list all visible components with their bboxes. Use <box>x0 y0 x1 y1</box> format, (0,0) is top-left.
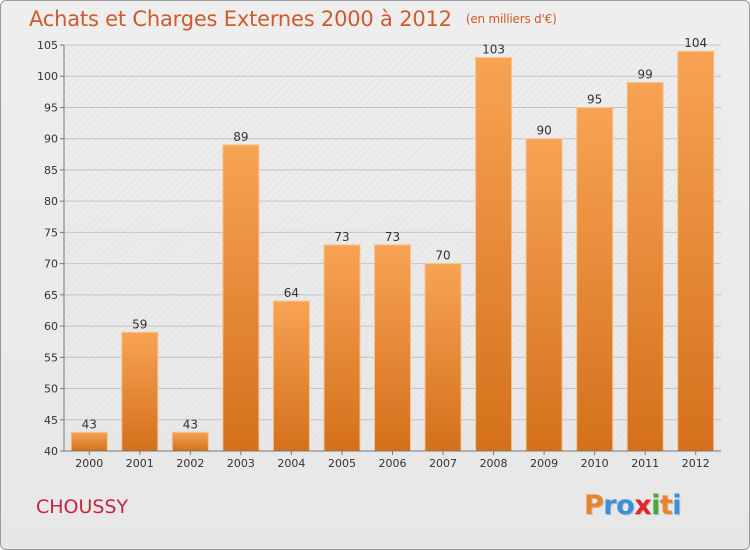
bar <box>626 82 664 452</box>
logo-letter: i <box>651 490 660 521</box>
y-tick-label: 100 <box>37 70 58 83</box>
proxiti-logo: Proxiti <box>584 490 682 521</box>
bar <box>374 244 411 452</box>
y-tick-label: 75 <box>44 226 58 239</box>
x-tick-label: 2010 <box>581 457 609 470</box>
bars <box>70 50 715 452</box>
y-tick-label: 40 <box>44 445 58 458</box>
y-tick-label: 80 <box>44 195 58 208</box>
x-axis: 2000 2001 2002 2003 2004 2005 2006 2007 2008 2009… <box>75 451 710 470</box>
logo-letter: i <box>672 490 682 521</box>
y-tick-label: 70 <box>44 258 58 271</box>
y-tick-label: 85 <box>44 164 58 177</box>
data-label: 73 <box>334 230 349 244</box>
chart-unit: (en milliers d'€) <box>465 12 557 26</box>
y-tick-label: 95 <box>44 101 58 114</box>
x-tick-label: 2007 <box>429 457 457 470</box>
data-labels: 43 59 43 89 64 73 73 70 103 90 95 99 104 <box>82 36 708 431</box>
y-tick-label: 60 <box>44 320 58 333</box>
data-label: 99 <box>638 67 653 81</box>
x-tick-label: 2012 <box>682 457 710 470</box>
x-tick-label: 2008 <box>480 457 508 470</box>
logo-letter: x <box>634 490 652 521</box>
bar <box>171 431 209 452</box>
data-label: 73 <box>385 230 400 244</box>
data-label: 70 <box>435 249 450 263</box>
y-axis: 40 45 50 55 60 65 70 75 80 85 90 95 100 105 <box>37 39 721 458</box>
y-tick-label: 90 <box>44 133 58 146</box>
bar <box>272 300 310 452</box>
y-tick-label: 50 <box>44 383 58 396</box>
y-tick-label: 65 <box>44 289 58 302</box>
x-tick-label: 2009 <box>530 457 558 470</box>
logo-letter: P <box>584 490 604 521</box>
y-tick-label: 55 <box>44 351 58 364</box>
city-name: CHOUSSY <box>36 496 129 518</box>
x-tick-label: 2003 <box>227 457 255 470</box>
data-label: 104 <box>684 36 707 50</box>
y-tick-label: 45 <box>44 414 58 427</box>
bar <box>576 107 614 452</box>
bar <box>323 244 361 452</box>
x-tick-label: 2004 <box>277 457 305 470</box>
chart-title-text: Achats et Charges Externes 2000 à 2012 <box>29 7 452 31</box>
y-tick-label: 105 <box>37 39 58 52</box>
data-label: 89 <box>233 130 248 144</box>
data-label: 103 <box>482 42 505 56</box>
x-tick-label: 2000 <box>75 457 103 470</box>
chart-title: Achats et Charges Externes 2000 à 2012 (e… <box>29 7 557 31</box>
bar <box>222 144 260 452</box>
x-tick-label: 2001 <box>126 457 154 470</box>
data-label: 43 <box>82 417 97 431</box>
bar <box>475 57 513 452</box>
x-tick-label: 2005 <box>328 457 356 470</box>
logo-letter: r <box>603 490 617 521</box>
logo-letter: o <box>616 490 635 521</box>
data-label: 59 <box>132 317 147 331</box>
bar <box>525 138 563 452</box>
logo-letter: t <box>659 490 673 521</box>
data-label: 95 <box>587 92 602 106</box>
x-tick-label: 2011 <box>631 457 659 470</box>
bar <box>121 331 159 452</box>
x-tick-label: 2002 <box>176 457 204 470</box>
bar <box>424 263 462 452</box>
data-label: 43 <box>183 417 198 431</box>
x-tick-label: 2006 <box>379 457 407 470</box>
bar <box>677 50 715 452</box>
bar <box>70 431 108 452</box>
data-label: 64 <box>284 286 299 300</box>
data-label: 90 <box>536 124 551 138</box>
